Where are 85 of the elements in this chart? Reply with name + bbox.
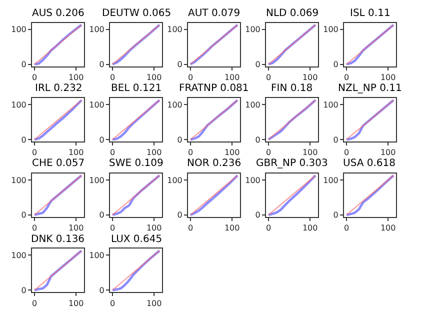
- y-tick-label: 100: [245, 100, 260, 110]
- y-tick-label: 100: [167, 100, 182, 110]
- x-tick-label: 100: [380, 148, 396, 158]
- y-tick-label: 100: [11, 251, 26, 260]
- x-tick-label: 0: [32, 148, 38, 158]
- chart-title: BEL 0.121: [111, 83, 162, 94]
- chart-title: GBR_NP 0.303: [256, 158, 328, 169]
- x-tick-label: 0: [110, 224, 116, 233]
- x-tick-label: 0: [188, 224, 194, 233]
- y-tick-label: 100: [245, 176, 260, 185]
- x-tick-label: 100: [68, 72, 84, 82]
- y-tick-label: 100: [323, 100, 338, 110]
- chart-title: LUX 0.645: [111, 234, 162, 245]
- x-tick-label: 100: [302, 224, 318, 233]
- y-tick-label: 100: [89, 100, 104, 110]
- chart-title: FRATNP 0.081: [179, 83, 249, 94]
- x-tick-label: 0: [266, 224, 272, 233]
- x-tick-label: 0: [188, 148, 194, 158]
- x-tick-label: 0: [110, 298, 116, 308]
- x-tick-label: 0: [344, 72, 350, 82]
- x-tick-label: 0: [266, 72, 272, 82]
- y-tick-label: 0: [177, 210, 182, 220]
- y-tick-label: 0: [255, 210, 260, 220]
- y-tick-label: 100: [167, 25, 182, 34]
- x-tick-label: 100: [68, 298, 84, 308]
- chart-title: CHE 0.057: [32, 158, 85, 169]
- x-tick-label: 0: [344, 224, 350, 233]
- chart-title: SWE 0.109: [109, 158, 164, 169]
- y-tick-label: 100: [11, 100, 26, 110]
- chart-title: AUT 0.079: [188, 8, 240, 19]
- x-tick-label: 0: [188, 72, 194, 82]
- x-tick-label: 100: [68, 148, 84, 158]
- y-tick-label: 100: [323, 176, 338, 185]
- x-tick-label: 100: [302, 72, 318, 82]
- chart-title: USA 0.618: [343, 158, 396, 169]
- y-tick-label: 0: [99, 286, 104, 295]
- chart-title: DNK 0.136: [31, 234, 85, 245]
- y-tick-label: 0: [177, 60, 182, 70]
- x-tick-label: 100: [224, 224, 240, 233]
- chart-title: ISL 0.11: [350, 8, 390, 19]
- y-tick-label: 0: [255, 60, 260, 70]
- x-tick-label: 0: [32, 72, 38, 82]
- y-tick-label: 0: [21, 286, 26, 295]
- y-tick-label: 100: [11, 25, 26, 34]
- y-tick-label: 0: [99, 210, 104, 220]
- x-tick-label: 100: [302, 148, 318, 158]
- y-tick-label: 0: [333, 210, 338, 220]
- y-tick-label: 100: [89, 176, 104, 185]
- y-tick-label: 0: [21, 210, 26, 220]
- y-tick-label: 0: [177, 135, 182, 144]
- y-tick-label: 0: [333, 60, 338, 70]
- x-tick-label: 0: [344, 148, 350, 158]
- x-tick-label: 100: [68, 224, 84, 233]
- y-tick-label: 0: [255, 135, 260, 144]
- x-tick-label: 100: [380, 224, 396, 233]
- x-tick-label: 0: [110, 72, 116, 82]
- x-tick-label: 100: [146, 72, 162, 82]
- x-tick-label: 100: [146, 224, 162, 233]
- y-tick-label: 100: [11, 176, 26, 185]
- x-tick-label: 100: [224, 72, 240, 82]
- y-tick-label: 100: [89, 25, 104, 34]
- y-tick-label: 0: [99, 135, 104, 144]
- x-tick-label: 0: [266, 148, 272, 158]
- x-tick-label: 100: [146, 148, 162, 158]
- x-tick-label: 0: [32, 224, 38, 233]
- chart-title: NZL_NP 0.11: [338, 83, 402, 94]
- y-tick-label: 0: [21, 60, 26, 70]
- chart-title: NLD 0.069: [266, 8, 319, 19]
- x-tick-label: 100: [146, 298, 162, 308]
- x-tick-label: 100: [224, 148, 240, 158]
- x-tick-label: 0: [110, 148, 116, 158]
- chart-title: FIN 0.18: [271, 83, 313, 94]
- y-tick-label: 100: [167, 176, 182, 185]
- y-tick-label: 0: [333, 135, 338, 144]
- y-tick-label: 100: [323, 25, 338, 34]
- x-tick-label: 0: [32, 298, 38, 308]
- y-tick-label: 0: [21, 135, 26, 144]
- x-tick-label: 100: [380, 72, 396, 82]
- chart-title: NOR 0.236: [187, 158, 242, 169]
- y-tick-label: 100: [245, 25, 260, 34]
- y-tick-label: 100: [89, 251, 104, 260]
- y-tick-label: 0: [99, 60, 104, 70]
- chart-title: DEUTW 0.065: [102, 8, 172, 19]
- chart-title: AUS 0.206: [32, 8, 84, 19]
- chart-title: IRL 0.232: [35, 83, 82, 94]
